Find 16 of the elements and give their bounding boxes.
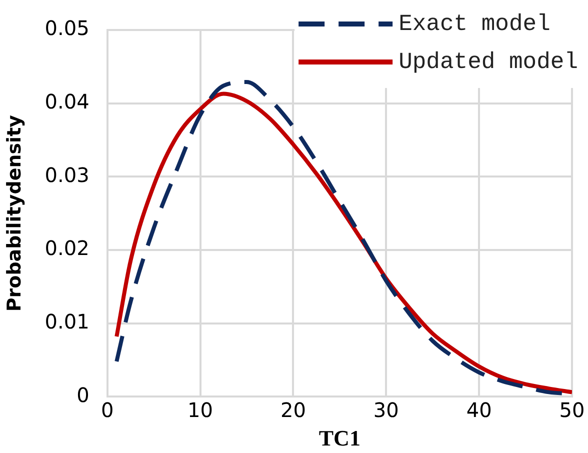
legend-label: Exact model bbox=[398, 11, 550, 38]
y-tick-label: 0.03 bbox=[44, 162, 90, 187]
x-tick-label: 0 bbox=[100, 398, 114, 422]
y-tick-label: 0.05 bbox=[44, 16, 90, 40]
x-tick-label: 30 bbox=[373, 398, 399, 422]
x-tick-label: 40 bbox=[466, 398, 492, 422]
x-tick-label: 20 bbox=[280, 398, 306, 422]
x-tick-label: 10 bbox=[188, 398, 213, 422]
legend-label: Updated model bbox=[398, 49, 578, 76]
x-tick-label: 50 bbox=[559, 398, 585, 422]
y-tick-label: 0.01 bbox=[44, 309, 90, 334]
y-tick-label: 0.02 bbox=[44, 236, 90, 260]
y-tick-label: 0.04 bbox=[44, 90, 90, 114]
y-axis-title: Probabilitydensity bbox=[3, 114, 26, 312]
y-tick-label: 0 bbox=[76, 382, 90, 407]
x-axis-title: TC1 bbox=[318, 425, 360, 450]
